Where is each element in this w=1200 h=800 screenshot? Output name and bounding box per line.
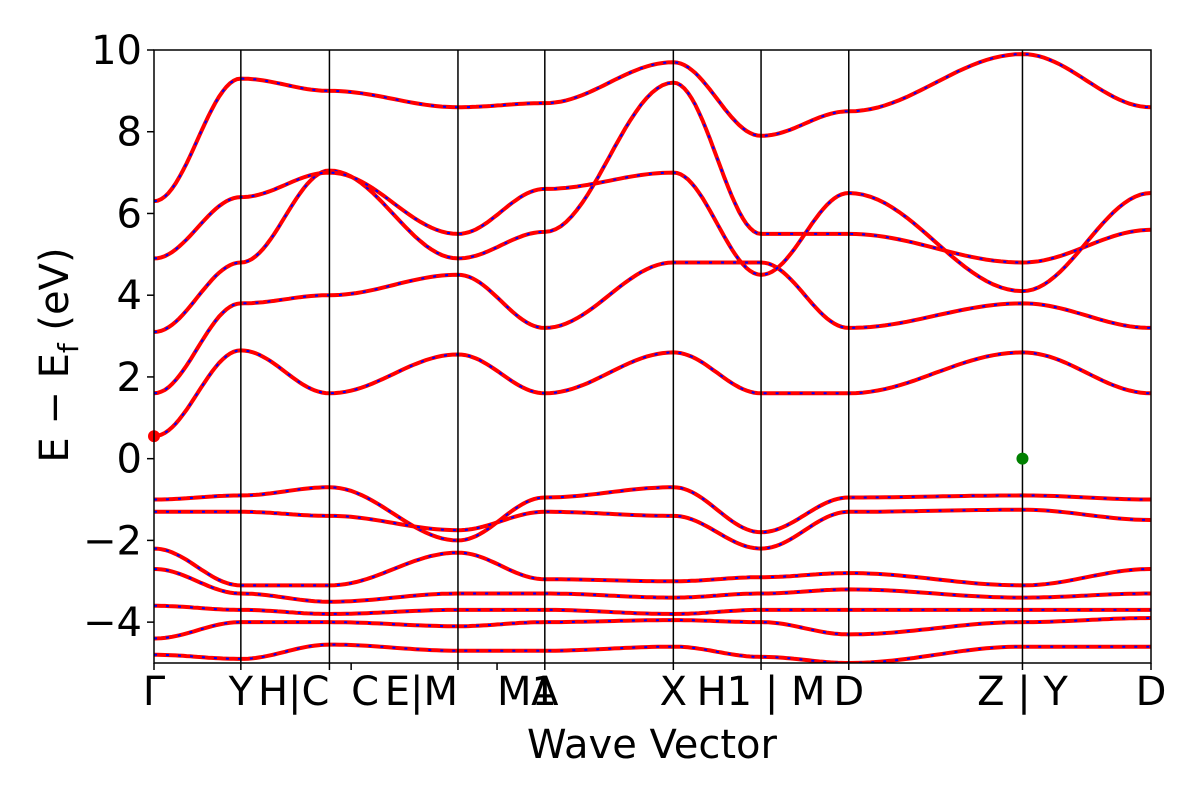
band-line-8: [154, 546, 1151, 588]
y-tick-label: 4: [117, 273, 142, 319]
band-line-2: [154, 260, 1151, 396]
band-line-4: [154, 170, 1151, 294]
vbm-point-marker: [1016, 452, 1029, 465]
x-tick-label: Y: [228, 669, 254, 715]
band-overlay-1: [154, 349, 1151, 438]
x-tick-label: D: [1136, 669, 1167, 715]
band-overlay-7: [154, 508, 1151, 550]
band-line-11: [154, 616, 1151, 641]
band-overlay-11: [154, 617, 1151, 640]
markers-group: [148, 430, 1029, 465]
x-tick-label: C: [351, 669, 379, 715]
y-axis-label: E − Ef (eV): [32, 247, 85, 462]
x-tick-label: D: [833, 669, 864, 715]
bands-group: [154, 52, 1151, 663]
x-tick-label: H|C: [258, 669, 329, 715]
band-overlay-10: [154, 604, 1151, 616]
plot-frame: [153, 49, 1152, 664]
x-tick-label: A: [531, 669, 559, 715]
band-line-1: [154, 348, 1151, 439]
x-tick-label: Γ: [143, 669, 166, 715]
x-tick-label: M1: [497, 669, 557, 715]
band-line-12: [154, 642, 1151, 663]
band-overlay-5: [154, 53, 1151, 203]
y-tick-label: 0: [117, 437, 142, 483]
y-tick-label: 8: [117, 110, 142, 156]
x-tick-label: H1 | M: [697, 669, 826, 715]
band-line-9: [154, 567, 1151, 604]
k-boundary-lines: [240, 50, 1024, 663]
y-tick-label: −4: [83, 600, 142, 646]
y-tick-label: 10: [91, 28, 142, 74]
x-tick-label: E|M: [385, 669, 458, 715]
band-line-3: [154, 80, 1151, 334]
x-axis-label: Wave Vector: [527, 722, 778, 768]
band-overlay-6: [154, 486, 1151, 542]
y-tick-label: 6: [117, 191, 142, 237]
band-overlay-3: [154, 81, 1151, 333]
y-axis: 10 8 6 4 2 0 −2 −4: [83, 28, 154, 646]
x-tick-label: Z | Y: [977, 669, 1068, 715]
band-overlay-2: [154, 261, 1151, 395]
y-tick-label: −2: [83, 518, 142, 564]
y-tick-label: 2: [117, 355, 142, 401]
x-tick-label: X: [660, 669, 687, 715]
band-line-10: [154, 603, 1151, 617]
band-overlay-12: [154, 643, 1151, 663]
band-line-7: [154, 507, 1151, 551]
